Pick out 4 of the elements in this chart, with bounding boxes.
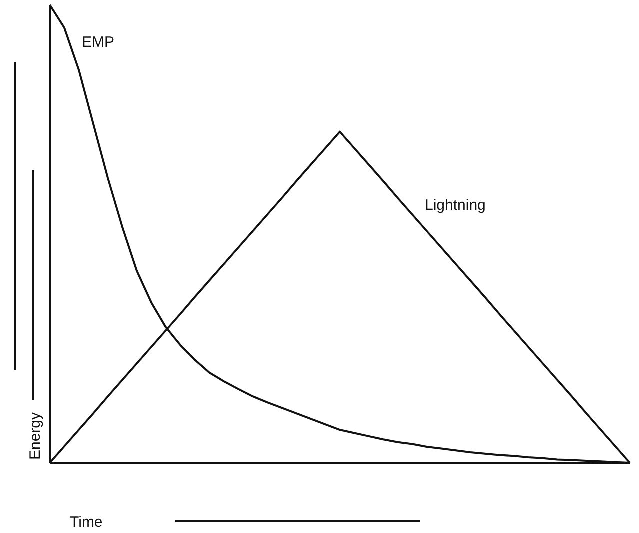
series-label: EMP (82, 34, 115, 51)
x-axis-title: Time (70, 514, 103, 531)
series-label: Lightning (425, 196, 486, 214)
y-axis-title: Energy (27, 412, 44, 460)
